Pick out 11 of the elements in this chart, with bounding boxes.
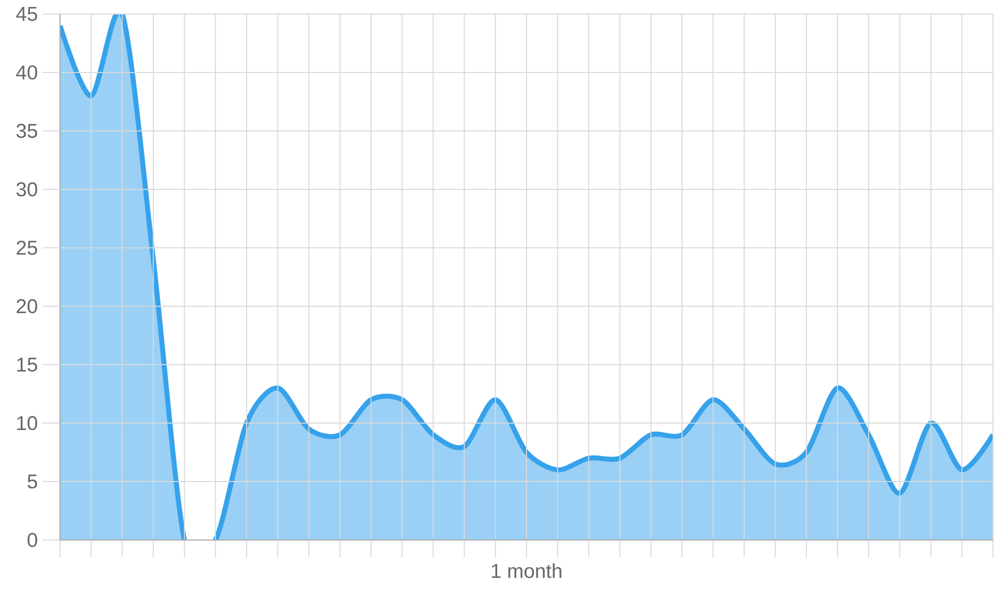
x-tick-label: 1 month bbox=[492, 563, 562, 578]
y-tick-label: 25 bbox=[16, 240, 38, 255]
y-tick-label: 5 bbox=[28, 474, 38, 489]
y-tick-label: 45 bbox=[16, 7, 38, 21]
y-tick-label: 20 bbox=[16, 299, 38, 314]
y-tick-label: 35 bbox=[16, 124, 38, 138]
y-tick-label: 10 bbox=[17, 416, 38, 430]
y-tick-label: 30 bbox=[16, 182, 38, 196]
y-tick-label: 0 bbox=[28, 532, 38, 548]
y-tick-label: 15 bbox=[17, 358, 38, 372]
y-tick-label: 40 bbox=[16, 65, 38, 80]
